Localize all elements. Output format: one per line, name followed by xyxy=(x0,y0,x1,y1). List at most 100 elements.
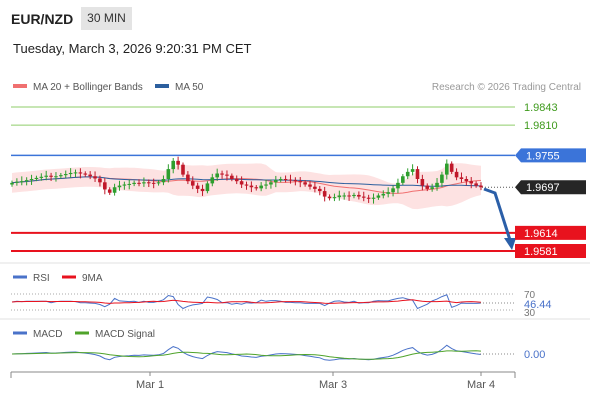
candle-body xyxy=(112,187,117,193)
candle-body xyxy=(361,196,366,198)
candle-body xyxy=(332,197,337,199)
candle-body xyxy=(396,182,400,189)
resistance-label-1.9843: 1.9843 xyxy=(524,102,558,114)
candle-body xyxy=(327,196,332,199)
candle-body xyxy=(39,176,44,178)
candle-body xyxy=(24,180,29,182)
candle-body xyxy=(210,177,215,184)
candle-body xyxy=(122,184,127,186)
macd-legend-label: MACD xyxy=(33,329,62,340)
timeframe-badge[interactable]: 30 MIN xyxy=(81,7,132,30)
candle-body xyxy=(298,181,303,183)
candle-body xyxy=(68,172,73,175)
candle-body xyxy=(479,185,483,188)
candle-body xyxy=(381,193,386,196)
candle-body xyxy=(371,197,376,199)
candle-body xyxy=(259,185,263,189)
candle-body xyxy=(269,182,273,185)
candle-body xyxy=(420,179,425,186)
candle-body xyxy=(249,185,254,188)
candle-body xyxy=(200,188,205,192)
candle-body xyxy=(459,177,464,179)
candle-body xyxy=(376,195,381,198)
candle-body xyxy=(225,174,229,176)
rsi-ma9-line xyxy=(11,299,482,304)
candle-body xyxy=(274,180,278,183)
candle-body xyxy=(49,175,53,177)
rsi-lines xyxy=(11,294,482,310)
candle-body xyxy=(386,192,390,194)
candle-body xyxy=(151,182,156,184)
candle-body xyxy=(34,177,39,179)
candles xyxy=(10,156,483,204)
candle-body xyxy=(59,175,63,177)
candle-body xyxy=(146,182,151,184)
ma50-legend-label: MA 50 xyxy=(175,82,204,93)
symbol-title: EUR/NZD xyxy=(11,11,74,27)
candle-body xyxy=(401,176,405,183)
candle-body xyxy=(425,185,430,189)
candle-body xyxy=(347,195,351,197)
copyright-text: Research © 2026 Trading Central xyxy=(432,82,581,93)
ma9-legend-label: 9MA xyxy=(82,273,103,284)
candle-body xyxy=(10,182,14,185)
price-levels xyxy=(11,106,515,252)
x-tick-label-mar-3: Mar 3 xyxy=(319,379,347,391)
macd-lines xyxy=(11,344,482,361)
candle-body xyxy=(132,182,136,184)
chart-datetime: Tuesday, March 3, 2026 9:20:31 PM CET xyxy=(13,41,252,56)
candle-body xyxy=(195,185,200,189)
support-label-1.9581: 1.9581 xyxy=(524,246,558,258)
candle-body xyxy=(264,184,268,186)
level-labels: 1.9843 1.9810 1.9755 1.9697 1.9614 1.9581 xyxy=(515,102,586,258)
candle-body xyxy=(171,160,176,170)
candle-body xyxy=(278,179,283,181)
candle-body xyxy=(454,171,459,178)
candle-body xyxy=(230,175,234,179)
candle-body xyxy=(93,176,97,179)
candle-body xyxy=(107,189,112,193)
candle-body xyxy=(54,176,58,178)
candle-body xyxy=(161,179,166,183)
candle-body xyxy=(142,182,146,184)
candle-body xyxy=(415,169,420,179)
candle-body xyxy=(445,163,449,175)
candle-body xyxy=(98,178,102,183)
candle-body xyxy=(435,182,439,188)
candle-body xyxy=(283,179,288,180)
candle-body xyxy=(391,188,395,193)
candle-body xyxy=(73,172,78,174)
candle-body xyxy=(405,171,410,177)
forecast-arrow xyxy=(483,187,516,250)
pivot-tag-1.9755 xyxy=(515,148,586,163)
forecast-arrow-head xyxy=(504,238,516,250)
forecast-arrow-shaft xyxy=(483,187,512,241)
candle-body xyxy=(88,174,92,177)
candle-body xyxy=(352,194,356,197)
pivot-label-1.9755: 1.9755 xyxy=(526,150,560,162)
candle-body xyxy=(313,186,317,189)
macd-signal-legend-label: MACD Signal xyxy=(95,329,155,340)
candle-body xyxy=(103,182,107,190)
candle-body xyxy=(342,195,347,197)
candle-body xyxy=(44,175,48,177)
rsi-legend-label: RSI xyxy=(33,273,50,284)
candle-body xyxy=(357,194,361,197)
last-price-label: 1.9697 xyxy=(526,182,560,194)
candle-body xyxy=(19,181,24,183)
candle-body xyxy=(29,179,34,181)
rsi-line xyxy=(11,294,482,310)
rsi-last-value: 46.44 xyxy=(524,299,552,311)
candle-body xyxy=(430,187,434,189)
ma50-legend-swatch xyxy=(155,84,169,88)
candle-body xyxy=(410,169,415,172)
macd-last-value: 0.00 xyxy=(524,349,545,361)
candle-body xyxy=(469,181,474,184)
support-tag-1.9614 xyxy=(515,225,586,240)
candle-body xyxy=(117,185,122,188)
candle-body xyxy=(215,173,219,178)
candle-body xyxy=(308,184,312,187)
candle-body xyxy=(440,174,444,183)
candle-body xyxy=(220,173,224,175)
